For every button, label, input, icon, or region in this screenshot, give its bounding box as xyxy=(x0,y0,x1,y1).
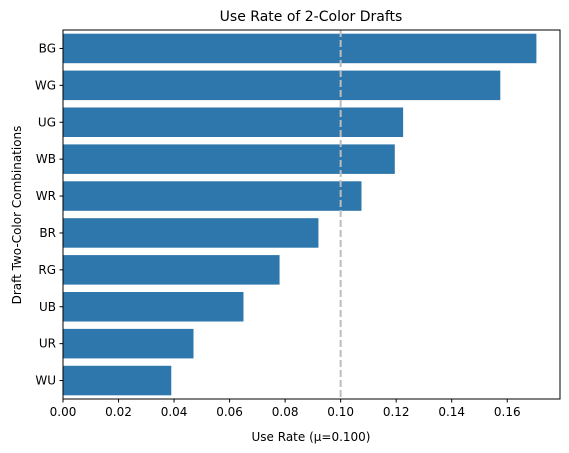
bar-br xyxy=(63,218,319,248)
plot-frame xyxy=(62,29,561,400)
y-tick-label: UB xyxy=(39,300,56,314)
bar-wg xyxy=(63,70,501,101)
x-axis-title: Use Rate (μ=0.100) xyxy=(252,430,371,444)
bar-wr xyxy=(63,181,362,211)
x-tick-label: 0.02 xyxy=(105,405,132,419)
bars-layer xyxy=(63,33,537,396)
x-tick-label: 0.04 xyxy=(161,405,188,419)
y-axis-title: Draft Two-Color Combinations xyxy=(10,126,24,305)
bar-rg xyxy=(63,255,280,285)
x-tick-label: 0.00 xyxy=(50,405,77,419)
y-tick-label: UG xyxy=(38,115,56,129)
y-tick-label: WB xyxy=(36,152,56,166)
y-tick-label: WR xyxy=(36,189,56,203)
bar-wb xyxy=(63,144,395,174)
y-tick-label: WG xyxy=(35,78,56,92)
x-tick-label: 0.10 xyxy=(327,405,354,419)
chart-title: Use Rate of 2-Color Drafts xyxy=(220,9,403,25)
x-axis-ticks: 0.00 0.02 0.04 0.06 0.08 0.10 0.12 0.14 0.16 xyxy=(50,399,521,419)
bar-ug xyxy=(63,107,404,138)
bar-wu xyxy=(63,365,172,396)
bar-bg xyxy=(63,33,537,64)
y-tick-label: BR xyxy=(39,226,56,240)
bar-ub xyxy=(63,291,244,322)
x-tick-label: 0.12 xyxy=(383,405,410,419)
y-tick-label: WU xyxy=(35,374,56,388)
x-tick-label: 0.08 xyxy=(272,405,299,419)
y-axis-ticks: BG WG UG WB WR BR RG UB UR WU xyxy=(35,41,63,388)
x-tick-label: 0.06 xyxy=(216,405,243,419)
bar-ur xyxy=(63,328,194,359)
x-tick-label: 0.14 xyxy=(438,405,465,419)
y-tick-label: UR xyxy=(39,337,56,351)
y-tick-label: RG xyxy=(38,263,56,277)
y-tick-label: BG xyxy=(39,41,56,55)
x-tick-label: 0.16 xyxy=(494,405,521,419)
